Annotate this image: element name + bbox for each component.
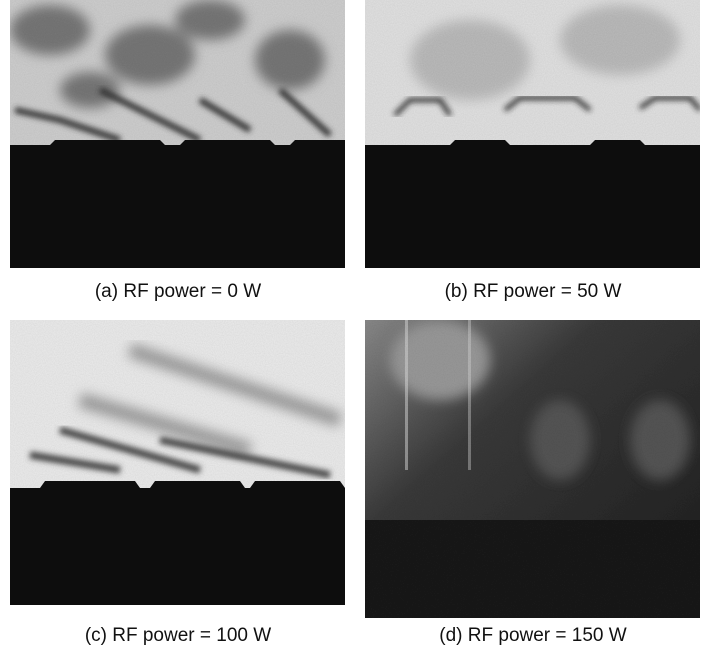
sem-image-a <box>10 0 345 268</box>
caption: (d) RF power = 150 W <box>439 625 626 646</box>
caption: (c) RF power = 100 W <box>85 625 271 646</box>
sem-image-c <box>10 320 345 605</box>
sem-image-d <box>365 320 700 618</box>
caption: (b) RF power = 50 W <box>445 281 622 302</box>
caption: (a) RF power = 0 W <box>95 281 261 302</box>
sem-image-b <box>365 0 700 268</box>
